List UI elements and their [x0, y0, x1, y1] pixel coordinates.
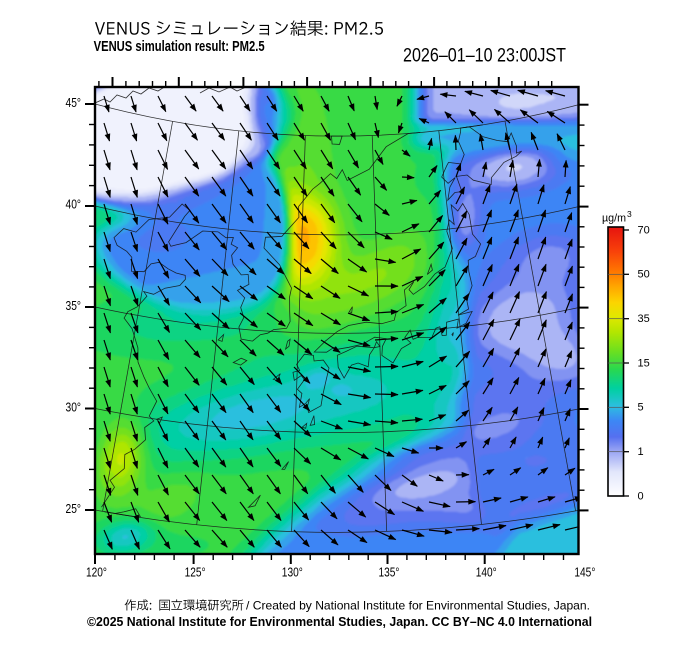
- svg-text:25°: 25°: [66, 502, 82, 516]
- svg-text:0: 0: [638, 490, 644, 502]
- svg-text:5: 5: [638, 402, 644, 414]
- svg-text:/ Created by National Institut: / Created by National Institute for Envi…: [246, 599, 590, 613]
- svg-text:1: 1: [638, 446, 644, 458]
- svg-text:VENUS simulation result: PM2.5: VENUS simulation result: PM2.5: [94, 38, 265, 55]
- svg-text:135°: 135°: [379, 566, 400, 580]
- svg-text:50: 50: [638, 269, 650, 281]
- svg-text:125°: 125°: [185, 566, 206, 580]
- svg-text:70: 70: [638, 224, 650, 236]
- svg-text:140°: 140°: [476, 566, 497, 580]
- svg-text:40°: 40°: [66, 197, 82, 211]
- svg-text:©2025 National Institute for E: ©2025 National Institute for Environment…: [87, 615, 592, 629]
- svg-text:µg/m: µg/m: [602, 213, 626, 225]
- svg-text:3: 3: [627, 209, 632, 219]
- svg-text:45°: 45°: [66, 96, 82, 110]
- svg-text:35°: 35°: [66, 299, 82, 313]
- svg-text:145°: 145°: [574, 566, 595, 580]
- svg-text:130°: 130°: [282, 566, 303, 580]
- svg-text:30°: 30°: [66, 400, 82, 414]
- svg-text:35: 35: [638, 313, 650, 325]
- svg-text:15: 15: [638, 357, 650, 369]
- svg-text:120°: 120°: [86, 566, 107, 580]
- svg-text:2026–01–10 23:00JST: 2026–01–10 23:00JST: [403, 46, 566, 67]
